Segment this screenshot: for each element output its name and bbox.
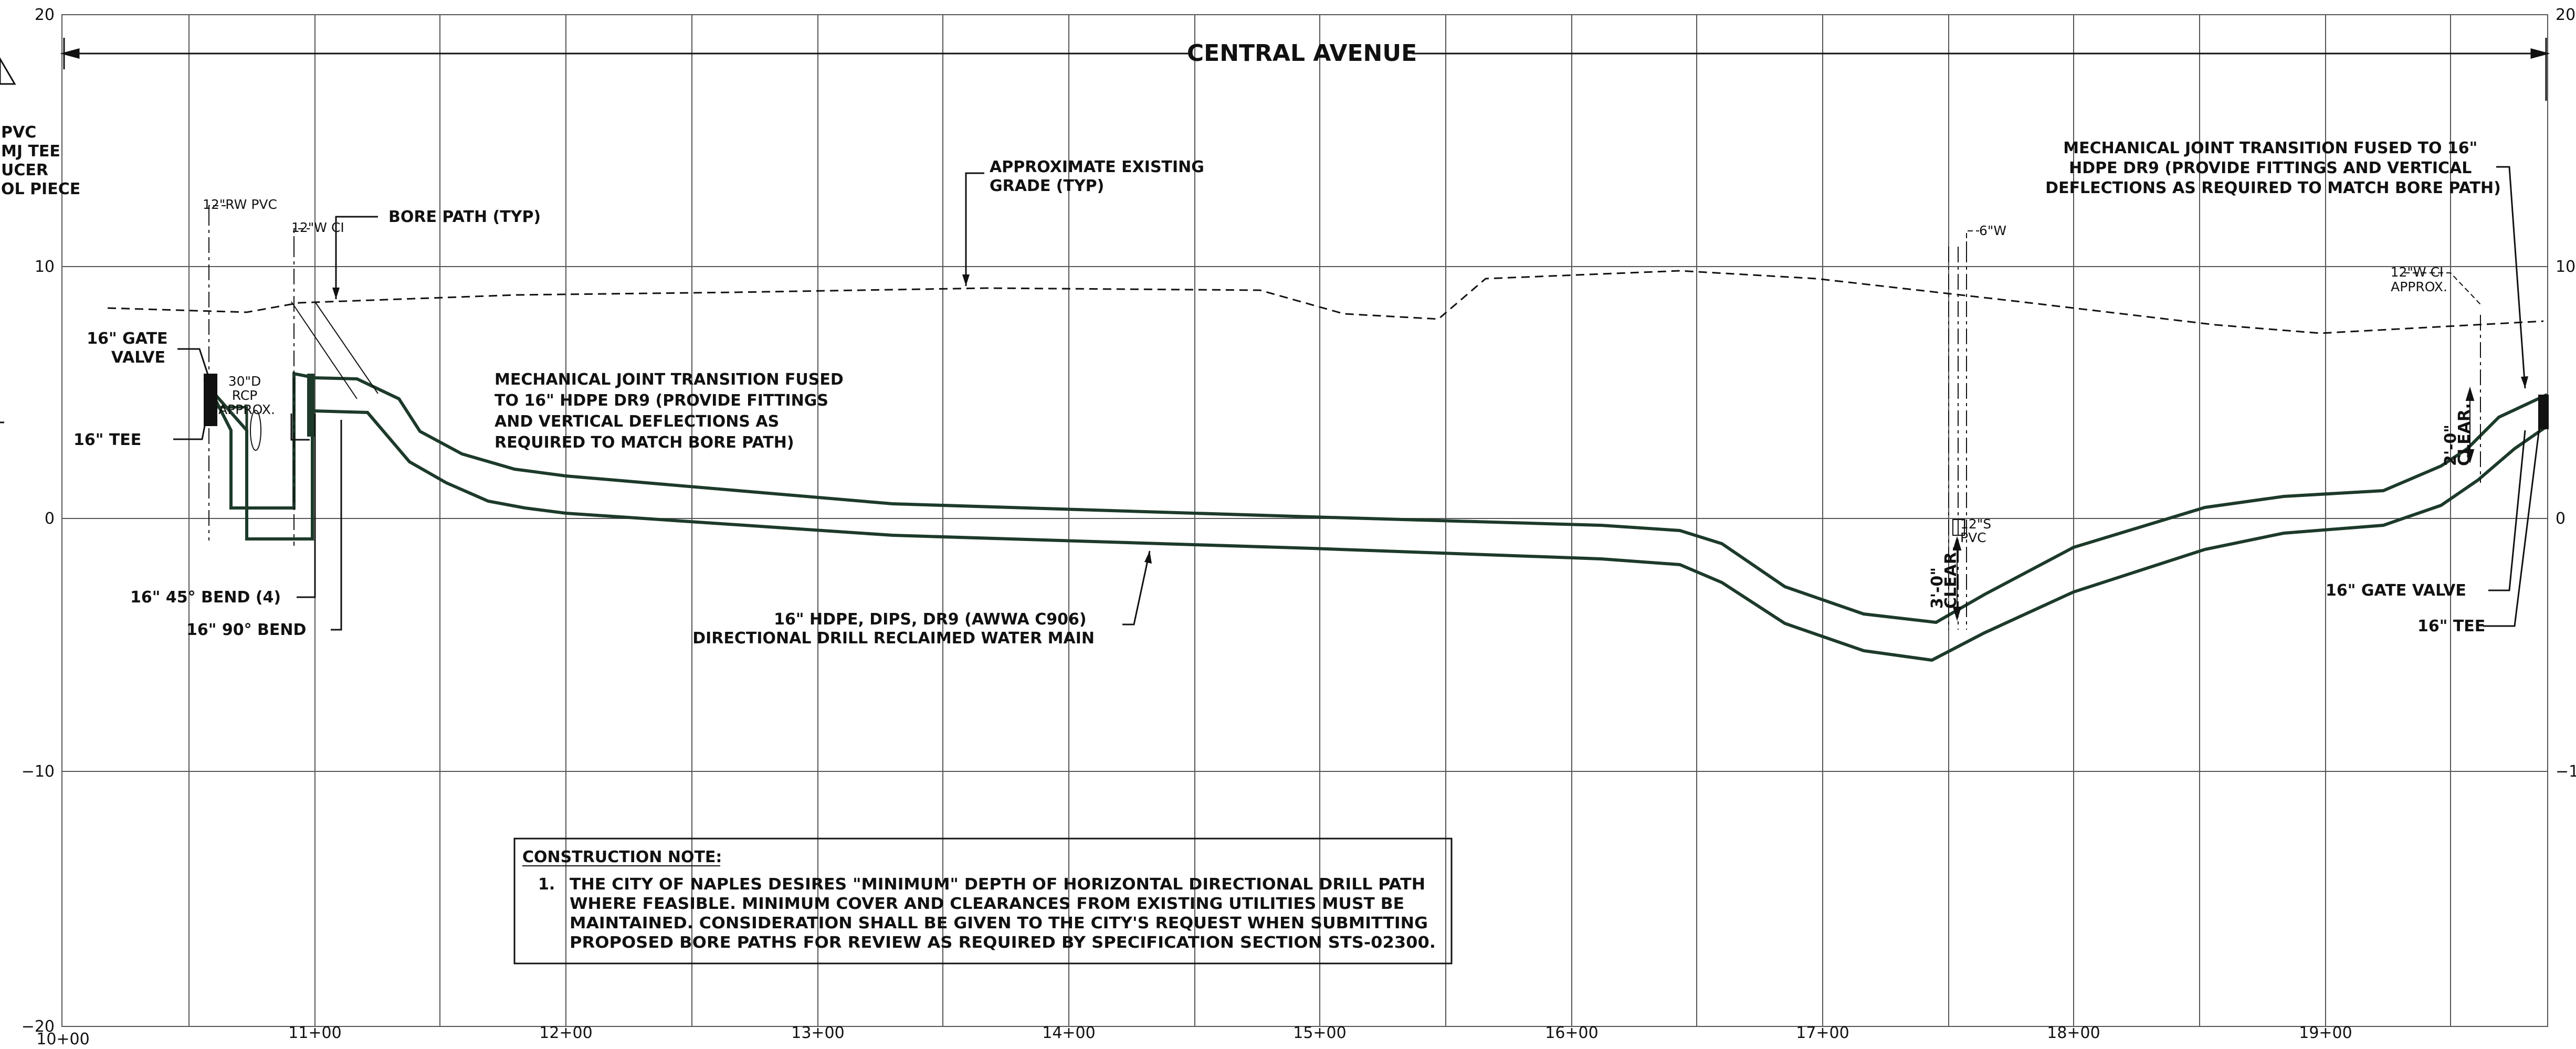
elev-label-left: 10	[35, 258, 55, 276]
bore-path-label: BORE PATH (TYP)	[388, 208, 541, 226]
utility-crossings	[250, 301, 1965, 536]
rw-pvc-label: 12"RW PVC	[203, 197, 277, 212]
bore-path-riser	[307, 374, 314, 437]
w-ci-left-label: 12"W CI	[291, 220, 344, 235]
mj-transition-right-label: MECHANICAL JOINT TRANSITION FUSED TO 16"…	[2045, 139, 2501, 197]
bore-path-connector	[215, 406, 248, 430]
mj-transition-left-label: MECHANICAL JOINT TRANSITION FUSED TO 16"…	[495, 370, 849, 452]
sewer-crossing-box	[1952, 519, 1965, 536]
construction-note-line: PROPOSED BORE PATHS FOR REVIEW AS REQUIR…	[570, 934, 1436, 952]
s12-label: 12"S PVC	[1960, 516, 1995, 545]
construction-note-line: THE CITY OF NAPLES DESIRES "MINIMUM" DEP…	[570, 875, 1425, 894]
revision-triangle-icon	[0, 57, 16, 85]
station-label: 14+00	[1042, 1024, 1095, 1042]
clipped-label-line: OL PIECE	[1, 180, 80, 198]
elev-label-left: 20	[35, 6, 55, 24]
station-label: 12+00	[539, 1024, 592, 1042]
bend-90-label: 16" 90° BEND	[186, 621, 306, 639]
elev-label-right: 20	[2556, 6, 2575, 24]
street-name: CENTRAL AVENUE	[1187, 40, 1417, 67]
left-edge-callout: PVC MJ TEE UCER OL PIECE	[1, 123, 80, 198]
tee-right-label: 16" TEE	[2417, 617, 2485, 635]
bore-path-bottom	[214, 394, 2548, 662]
construction-note-heading: CONSTRUCTION NOTE:	[522, 848, 722, 866]
clearance-label-3ft: 3'-0" CLEAR.	[1928, 546, 1960, 609]
elev-label-right: −1	[2556, 762, 2576, 781]
construction-note-line: MAINTAINED. CONSIDERATION SHALL BE GIVEN…	[570, 914, 1428, 933]
tee-left-label: 16" TEE	[73, 431, 141, 449]
gate-valve-right-icon	[2538, 395, 2549, 429]
main-description-label: 16" HDPE, DIPS, DR9 (AWWA C906) DIRECTIO…	[692, 610, 1095, 648]
clipped-label-line: MJ TEE	[1, 142, 60, 161]
station-label: 15+00	[1293, 1024, 1346, 1042]
station-label: 18+00	[2047, 1024, 2100, 1042]
plot-frame	[61, 14, 2548, 1027]
station-label: 19+00	[2299, 1024, 2352, 1042]
station-label: 16+00	[1545, 1024, 1598, 1042]
elev-label-left: 0	[45, 510, 55, 528]
construction-note: CONSTRUCTION NOTE: 1. THE CITY OF NAPLES…	[513, 838, 1453, 965]
existing-grade-line	[107, 270, 2544, 334]
elevation-axis-left: 20 10 0 −10 −20	[22, 6, 55, 1036]
station-label: 10+00	[36, 1030, 89, 1048]
clearance-label-2ft: 2'-0" CLEAR.	[2442, 403, 2474, 466]
w-ci-right-label: 12"W CI APPROX.	[2391, 264, 2448, 294]
construction-note-line: WHERE FEASIBLE. MINIMUM COVER AND CLEARA…	[570, 895, 1404, 913]
station-label: 17+00	[1796, 1024, 1849, 1042]
station-axis: 10+00 11+00 12+00 13+00 14+00 15+00 16+0…	[36, 1024, 2352, 1048]
construction-note-border	[513, 838, 1453, 965]
leader-lines	[173, 166, 2541, 631]
clipped-label-line: UCER	[1, 161, 48, 179]
leader-arrowheads	[332, 274, 2528, 564]
elev-label-right: 10	[2556, 258, 2575, 276]
rcp-label: 30"D RCP APPROX.	[218, 374, 275, 417]
clipped-label-line: PVC	[1, 123, 36, 142]
gate-valve-left-label: 16" GATE VALVE	[87, 330, 173, 367]
station-label: 11+00	[288, 1024, 341, 1042]
street-dimension	[60, 38, 2550, 101]
existing-grade-label: APPROXIMATE EXISTING GRADE (TYP)	[990, 158, 1210, 195]
elev-label-left: −10	[22, 762, 55, 781]
construction-note-number: 1.	[538, 875, 555, 894]
gate-valve-right-label: 16" GATE VALVE	[2326, 581, 2466, 600]
w6-label: 6"W	[1979, 223, 2006, 238]
bend-45-label: 16" 45° BEND (4)	[130, 588, 281, 607]
existing-utility-lines	[208, 210, 2481, 630]
elevation-axis-right: 20 10 0 −1	[2556, 6, 2576, 781]
station-label: 13+00	[791, 1024, 844, 1042]
grid	[61, 14, 2548, 1027]
bore-path-top	[203, 372, 2548, 624]
rcp-crossing-icon	[250, 410, 261, 451]
utility-leaders	[208, 205, 2481, 305]
elev-label-left: −20	[22, 1018, 55, 1036]
elev-label-right: 0	[2556, 510, 2566, 528]
clearance-dimension	[1952, 386, 2475, 621]
